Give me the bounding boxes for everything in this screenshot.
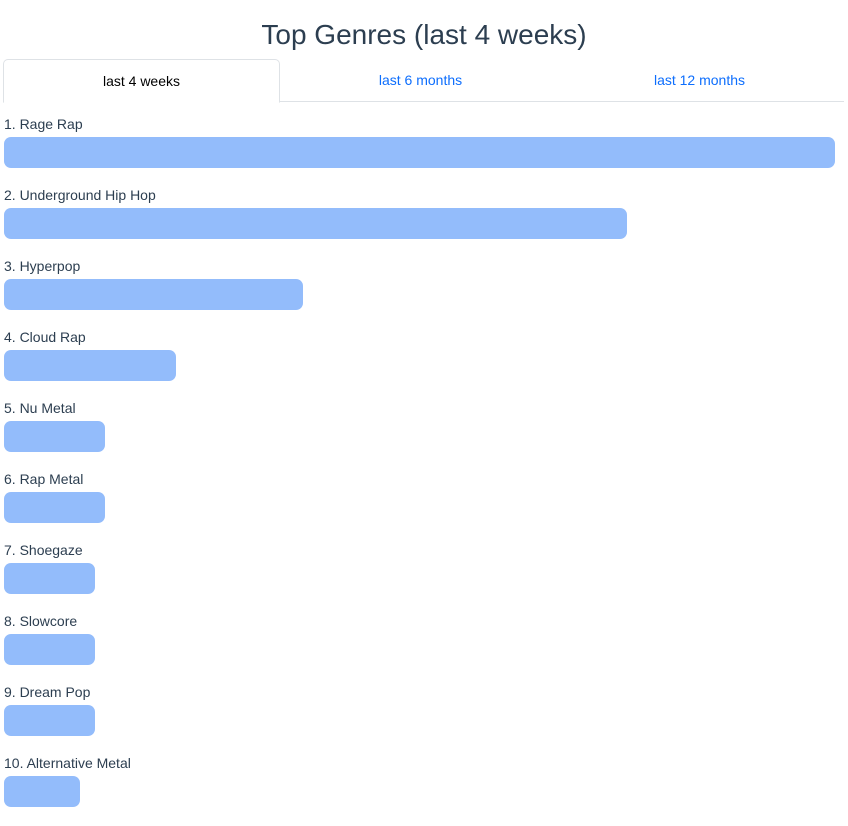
tab-last-12-months[interactable]: last 12 months (653, 72, 746, 88)
genre-label: 5. Nu Metal (4, 400, 76, 416)
genre-label: 8. Slowcore (4, 613, 78, 629)
genre-bar (4, 705, 95, 736)
genre-bar (4, 634, 95, 665)
time-range-tabs: last 4 weeks last 6 months last 12 month… (3, 59, 844, 103)
genre-label: 9. Dream Pop (4, 684, 91, 700)
genre-bar (4, 492, 105, 523)
genre-item: 5. Nu Metal (4, 400, 844, 471)
genre-label: 1. Rage Rap (4, 116, 83, 132)
genre-bar (4, 776, 80, 807)
genre-label: 2. Underground Hip Hop (4, 187, 156, 203)
genre-bar (4, 421, 105, 452)
genre-item: 1. Rage Rap (4, 116, 844, 187)
genre-label: 4. Cloud Rap (4, 329, 86, 345)
genre-item: 4. Cloud Rap (4, 329, 844, 400)
genre-bar (4, 350, 176, 381)
genre-item: 7. Shoegaze (4, 542, 844, 613)
genre-item: 6. Rap Metal (4, 471, 844, 542)
tab-last-4-weeks[interactable]: last 4 weeks (3, 59, 280, 103)
genre-item: 9. Dream Pop (4, 684, 844, 755)
genre-bar (4, 563, 95, 594)
genre-item: 8. Slowcore (4, 613, 844, 684)
genre-label: 7. Shoegaze (4, 542, 83, 558)
genre-label: 6. Rap Metal (4, 471, 84, 487)
genre-label: 10. Alternative Metal (4, 755, 131, 771)
genre-bar (4, 279, 303, 310)
genre-list: 1. Rage Rap 2. Underground Hip Hop 3. Hy… (4, 116, 844, 826)
tab-last-6-months[interactable]: last 6 months (378, 72, 463, 88)
page-title: Top Genres (last 4 weeks) (261, 19, 587, 50)
genre-item: 3. Hyperpop (4, 258, 844, 329)
genre-label: 3. Hyperpop (4, 258, 81, 274)
genre-bar (4, 208, 627, 239)
genre-item: 10. Alternative Metal (4, 755, 844, 826)
genre-item: 2. Underground Hip Hop (4, 187, 844, 258)
genre-bar (4, 137, 835, 168)
